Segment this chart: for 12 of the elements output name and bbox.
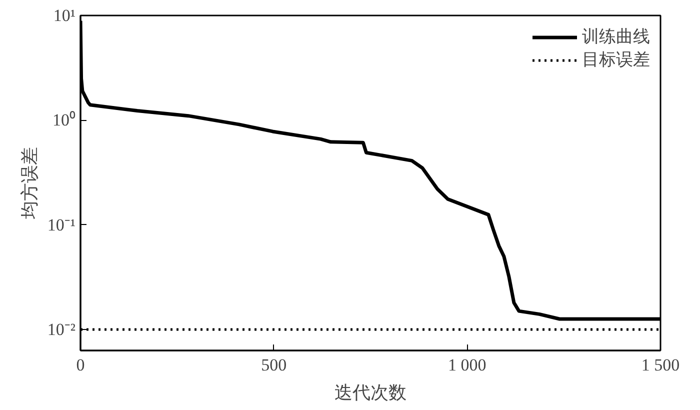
x-tick-label: 1 500 <box>641 356 680 374</box>
y-tick-label: 10⁻¹ <box>47 215 76 234</box>
y-tick-label: 10¹ <box>53 6 76 25</box>
y-axis-title: 均方误差 <box>19 147 40 220</box>
x-axis-title: 迭代次数 <box>334 382 406 402</box>
y-tick-label: 10⁰ <box>52 110 76 130</box>
x-tick-label: 500 <box>261 356 287 374</box>
legend-label: 目标误差 <box>582 49 650 71</box>
y-tick-label: 10⁻² <box>47 320 76 339</box>
x-tick-label: 1 000 <box>448 356 486 374</box>
x-tick-label: 0 <box>76 356 85 374</box>
legend-label: 训练曲线 <box>582 26 650 48</box>
